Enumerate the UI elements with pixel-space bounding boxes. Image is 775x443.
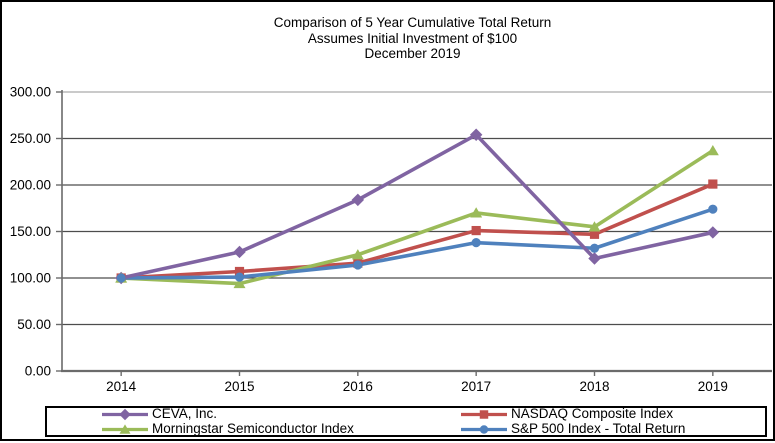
legend-label: Morningstar Semiconductor Index [152, 421, 354, 436]
legend-item: NASDAQ Composite Index [406, 407, 765, 421]
circle-marker-icon [471, 238, 481, 248]
x-axis-label: 2014 [106, 379, 137, 394]
square-marker-icon [479, 409, 489, 419]
legend-item: S&P 500 Index - Total Return [406, 422, 765, 436]
series-line [119, 132, 715, 280]
circle-marker-icon [116, 273, 126, 283]
triangle-marker-icon [233, 277, 246, 289]
chart-legend: CEVA, Inc. NASDAQ Composite Index Mornings… [45, 406, 767, 437]
series-line [119, 207, 715, 280]
triangle-marker-icon [588, 221, 601, 232]
legend-label: CEVA, Inc. [152, 406, 218, 421]
square-marker-icon [471, 225, 481, 236]
diamond-legend-marker-icon [102, 408, 148, 420]
square-marker-icon [708, 179, 718, 189]
series-line [119, 182, 715, 280]
x-axis-label: 2015 [224, 379, 254, 394]
circle-marker-icon [589, 243, 600, 253]
y-tick-label: 150.00 [10, 224, 51, 239]
circle-marker-icon [708, 204, 718, 214]
legend-item: CEVA, Inc. [47, 407, 406, 421]
circle-marker-icon [234, 272, 245, 282]
y-tick-label: 100.00 [10, 271, 51, 286]
x-axis-label: 2019 [698, 379, 728, 394]
square-legend-marker-icon [461, 409, 507, 419]
diamond-marker-icon [119, 408, 131, 420]
y-tick-label: 200.00 [10, 178, 51, 193]
triangle-marker-icon [706, 144, 719, 156]
legend-label: NASDAQ Composite Index [511, 406, 674, 421]
diamond-marker-icon [233, 245, 246, 259]
y-tick-label: 300.00 [10, 85, 51, 100]
chart-subtitle-investment: Assumes Initial Investment of $100 [307, 30, 518, 46]
x-axis-label: 2017 [461, 379, 491, 394]
x-axis-label: 2016 [343, 379, 373, 394]
triangle-legend-marker-icon [102, 423, 148, 434]
legend-item: Morningstar Semiconductor Index [47, 422, 406, 436]
diamond-marker-icon [706, 226, 720, 239]
y-tick-label: 50.00 [17, 317, 51, 332]
circle-marker-icon [353, 260, 363, 270]
triangle-marker-icon [351, 249, 364, 260]
legend-label: S&P 500 Index - Total Return [511, 421, 686, 436]
y-tick-label: 0.00 [25, 364, 51, 379]
chart-title-block: Comparison of 5 Year Cumulative Total Re… [57, 15, 768, 62]
triangle-marker-icon [119, 423, 131, 434]
square-marker-icon [589, 229, 600, 239]
square-marker-icon [234, 266, 245, 277]
series-line [119, 148, 715, 286]
y-tick-label: 250.00 [10, 131, 51, 146]
x-axis-label: 2018 [579, 379, 609, 394]
circle-marker-icon [479, 424, 489, 434]
chart-subtitle-date: December 2019 [364, 46, 461, 61]
chart-title: Comparison of 5 Year Cumulative Total Re… [273, 15, 552, 30]
triangle-marker-icon [470, 207, 483, 218]
circle-legend-marker-icon [461, 424, 507, 434]
diamond-marker-icon [469, 128, 483, 142]
